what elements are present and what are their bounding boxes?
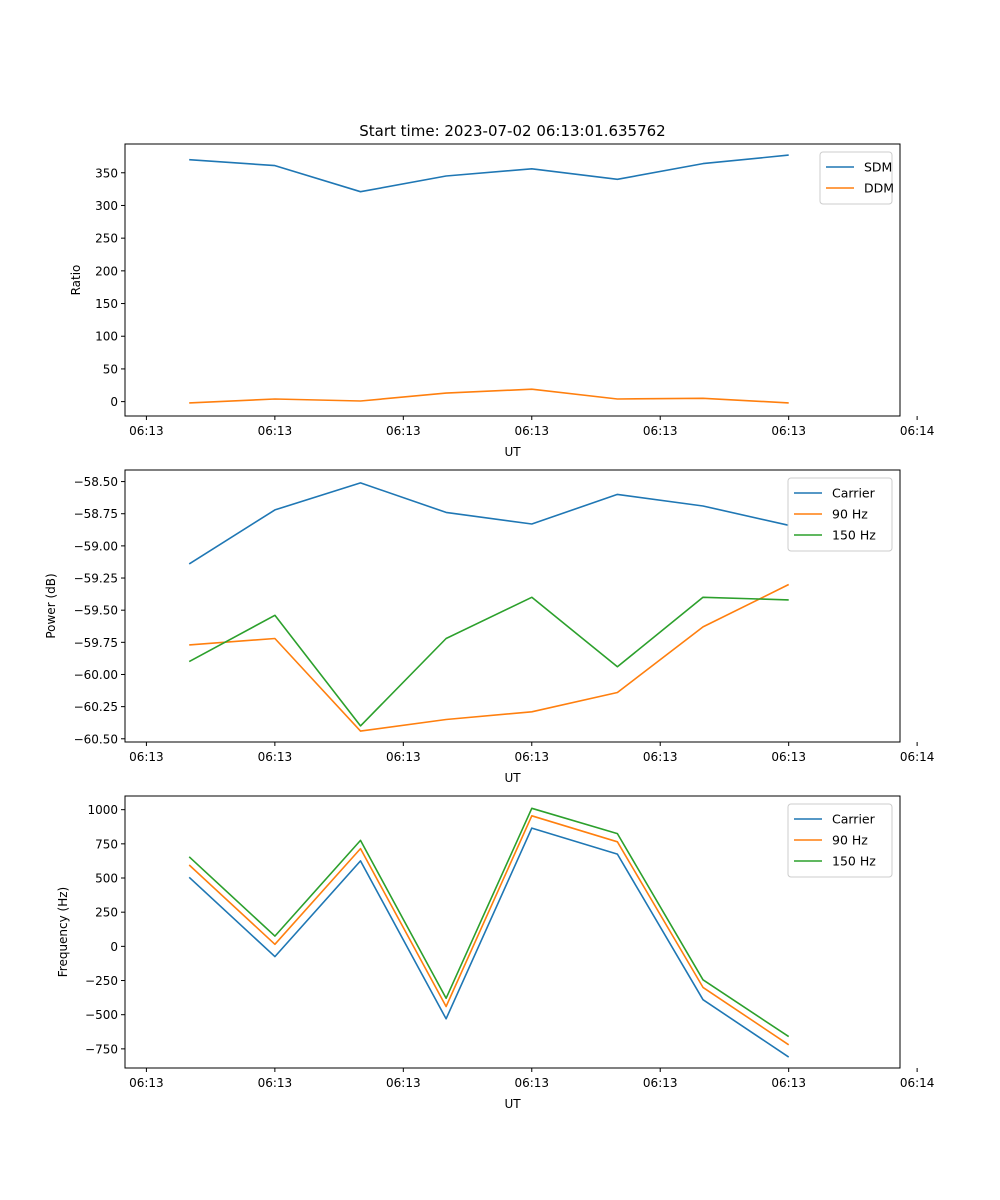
series-line-ddm xyxy=(189,388,789,404)
y-tick-label: −59.25 xyxy=(74,572,118,586)
y-tick-label: 250 xyxy=(95,906,118,920)
legend-label: 150 Hz xyxy=(832,854,876,869)
legend: Carrier 90 Hz 150 Hz xyxy=(787,477,893,552)
x-tick-label: 06:13 xyxy=(129,750,164,764)
x-tick-label: 06:14 xyxy=(900,1076,935,1090)
x-tick-label: 06:13 xyxy=(514,424,549,438)
y-axis-label: Frequency (Hz) xyxy=(56,887,70,978)
series-line-90-hz xyxy=(188,814,790,1046)
series-lines xyxy=(189,154,789,404)
x-tick-label: 06:13 xyxy=(386,1076,421,1090)
axis-ticks: 06:13 06:13 06:13 06:13 06:13 06:13 06:14 −60.5… xyxy=(74,475,935,764)
y-tick-label: 200 xyxy=(95,264,118,278)
x-tick-label: 06:13 xyxy=(258,750,293,764)
legend-label: 90 Hz xyxy=(832,833,868,848)
x-tick-label: 06:13 xyxy=(514,750,549,764)
y-tick-label: −59.75 xyxy=(74,636,118,650)
axis-ticks: 06:13 06:13 06:13 06:13 06:13 06:13 06:14 0 50 10… xyxy=(95,166,934,438)
y-tick-label: 50 xyxy=(103,362,118,376)
series-lines xyxy=(188,482,790,732)
x-tick-label: 06:13 xyxy=(643,1076,678,1090)
panel-frequency: UT Frequency (Hz) 06:13 06:13 06:13 06:13 06… xyxy=(56,795,934,1111)
y-tick-label: 500 xyxy=(95,872,118,886)
y-tick-label: 100 xyxy=(95,330,118,344)
x-tick-label: 06:13 xyxy=(643,424,678,438)
x-tick-label: 06:13 xyxy=(129,1076,164,1090)
x-tick-label: 06:13 xyxy=(643,750,678,764)
y-tick-label: −750 xyxy=(85,1042,118,1056)
axis-ticks: 06:13 06:13 06:13 06:13 06:13 06:13 06:14 −750 −… xyxy=(85,803,934,1090)
y-tick-label: −60.50 xyxy=(74,732,118,746)
y-axis-label: Ratio xyxy=(69,265,83,296)
y-tick-label: −59.00 xyxy=(74,539,118,553)
series-line-carrier xyxy=(188,827,790,1058)
y-tick-label: 0 xyxy=(110,940,118,954)
x-tick-label: 06:13 xyxy=(771,1076,806,1090)
x-tick-label: 06:13 xyxy=(386,424,421,438)
plot-area xyxy=(124,795,901,1069)
y-tick-label: −60.25 xyxy=(74,700,118,714)
legend-label: DDM xyxy=(864,181,894,196)
legend-label: Carrier xyxy=(832,812,876,827)
legend-label: 150 Hz xyxy=(832,528,876,543)
y-tick-label: −500 xyxy=(85,1008,118,1022)
legend-label: 90 Hz xyxy=(832,507,868,522)
x-axis-label: UT xyxy=(504,445,521,459)
y-tick-label: 150 xyxy=(95,297,118,311)
x-tick-label: 06:14 xyxy=(900,750,935,764)
panel-power: UT Power (dB) 06:13 06:13 06:13 06:13 06:13 0… xyxy=(44,469,935,785)
series-lines xyxy=(188,807,790,1058)
series-line-150-hz xyxy=(188,807,790,1038)
chart-title: Start time: 2023-07-02 06:13:01.635762 xyxy=(359,122,665,140)
x-tick-label: 06:14 xyxy=(900,424,935,438)
x-tick-label: 06:13 xyxy=(258,424,293,438)
x-tick-label: 06:13 xyxy=(258,1076,293,1090)
y-tick-label: −250 xyxy=(85,974,118,988)
x-tick-label: 06:13 xyxy=(771,750,806,764)
x-tick-label: 06:13 xyxy=(514,1076,549,1090)
y-axis-label: Power (dB) xyxy=(44,573,58,638)
plot-area xyxy=(124,143,901,417)
legend: Carrier 90 Hz 150 Hz xyxy=(787,803,893,878)
y-tick-label: 0 xyxy=(110,395,118,409)
y-tick-label: 750 xyxy=(95,837,118,851)
y-tick-label: 1000 xyxy=(87,803,118,817)
x-tick-label: 06:13 xyxy=(386,750,421,764)
series-line-carrier xyxy=(188,482,789,565)
y-tick-label: −58.75 xyxy=(74,507,118,521)
legend-label: SDM xyxy=(864,160,892,175)
y-tick-label: 250 xyxy=(95,232,118,246)
y-tick-label: −58.50 xyxy=(74,475,118,489)
legend-box xyxy=(819,151,893,205)
y-tick-label: −59.50 xyxy=(74,604,118,618)
y-tick-label: 350 xyxy=(95,166,118,180)
x-axis-label: UT xyxy=(504,771,521,785)
x-axis-label: UT xyxy=(504,1097,521,1111)
legend: SDM DDM xyxy=(819,151,894,205)
legend-box xyxy=(787,803,893,878)
legend-box xyxy=(787,477,893,552)
legend-label: Carrier xyxy=(832,486,876,501)
y-tick-label: 300 xyxy=(95,199,118,213)
y-tick-label: −60.00 xyxy=(74,668,118,682)
series-line-150-hz xyxy=(188,596,789,727)
series-line-90-hz xyxy=(189,583,790,732)
x-tick-label: 06:13 xyxy=(771,424,806,438)
panel-ratio: Start time: 2023-07-02 06:13:01.635762 U… xyxy=(69,122,934,459)
x-tick-label: 06:13 xyxy=(129,424,164,438)
series-line-sdm xyxy=(189,154,789,193)
